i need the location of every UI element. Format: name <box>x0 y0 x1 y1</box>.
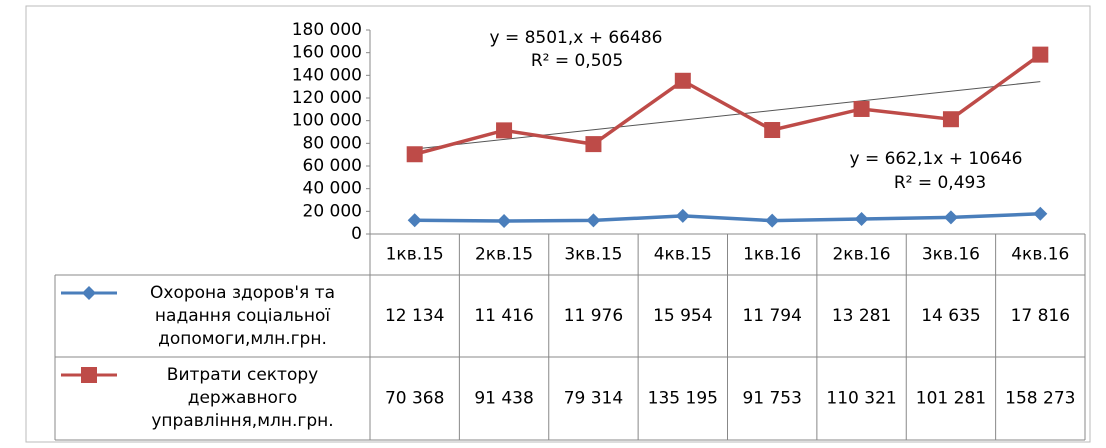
value-label: 12 134 <box>385 306 444 326</box>
point <box>853 100 870 117</box>
point <box>674 72 691 89</box>
point <box>497 214 512 229</box>
y-tick-label: 0 <box>351 224 362 244</box>
value-label: 158 273 <box>1005 389 1075 409</box>
value-label: 135 195 <box>648 389 718 409</box>
y-tick-label: 80 000 <box>303 133 362 153</box>
value-label: 91 438 <box>474 389 533 409</box>
y-tick-label: 20 000 <box>303 201 362 221</box>
y-tick-label: 180 000 <box>292 20 362 40</box>
value-label: 110 321 <box>826 389 896 409</box>
series-line <box>414 212 1041 223</box>
x-tick-label: 1кв.15 <box>386 245 444 265</box>
point <box>406 146 423 163</box>
trendline <box>414 81 1041 150</box>
legend-label: Витрати сектору державного управління,мл… <box>151 365 334 431</box>
point <box>407 213 422 228</box>
x-tick-label: 3кв.16 <box>922 245 980 265</box>
legend-label: Охорона здоров'я та надання соціальної д… <box>150 282 335 349</box>
y-tick-label: 60 000 <box>303 156 362 176</box>
x-tick-label: 4кв.15 <box>654 245 712 265</box>
value-label: 91 753 <box>742 389 801 409</box>
y-tick-label: 40 000 <box>303 179 362 199</box>
value-label: 11 416 <box>474 306 533 326</box>
legend-cell: Витрати сектору державного управління,мл… <box>151 365 334 431</box>
point <box>765 213 780 228</box>
point <box>1033 206 1048 221</box>
annotation: y = 662,1x + 10646 <box>850 149 1023 169</box>
point <box>764 122 781 139</box>
point <box>942 111 959 128</box>
legend-marker <box>81 367 97 383</box>
annotation: y = 8501,x + 66486 <box>490 28 663 48</box>
value-label: 17 816 <box>1011 306 1070 326</box>
x-tick-label: 1кв.16 <box>743 245 801 265</box>
legend-cell: Охорона здоров'я та надання соціальної д… <box>150 282 335 349</box>
x-tick-label: 2кв.16 <box>832 245 890 265</box>
x-tick-label: 3кв.15 <box>564 245 622 265</box>
point <box>1032 46 1049 63</box>
y-tick-label: 100 000 <box>292 111 362 131</box>
point <box>675 208 690 223</box>
x-tick-label: 2кв.15 <box>475 245 533 265</box>
value-label: 11 794 <box>742 306 801 326</box>
value-label: 15 954 <box>653 306 712 326</box>
value-label: 14 635 <box>921 306 980 326</box>
point <box>586 213 601 228</box>
annotation: R² = 0,493 <box>894 173 986 193</box>
frame <box>25 5 1091 443</box>
x-tick-label: 4кв.16 <box>1011 245 1069 265</box>
value-label: 101 281 <box>916 389 986 409</box>
value-label: 79 314 <box>564 389 623 409</box>
value-label: 13 281 <box>832 306 891 326</box>
y-tick-label: 140 000 <box>292 65 362 85</box>
point <box>585 136 602 153</box>
annotation: R² = 0,505 <box>531 51 623 71</box>
value-label: 11 976 <box>564 306 623 326</box>
point <box>496 122 513 139</box>
y-tick-label: 160 000 <box>292 43 362 63</box>
point <box>943 210 958 225</box>
legend-marker <box>82 286 96 300</box>
y-tick-label: 120 000 <box>292 88 362 108</box>
series-line <box>414 53 1042 156</box>
value-label: 70 368 <box>385 389 444 409</box>
point <box>854 211 869 226</box>
